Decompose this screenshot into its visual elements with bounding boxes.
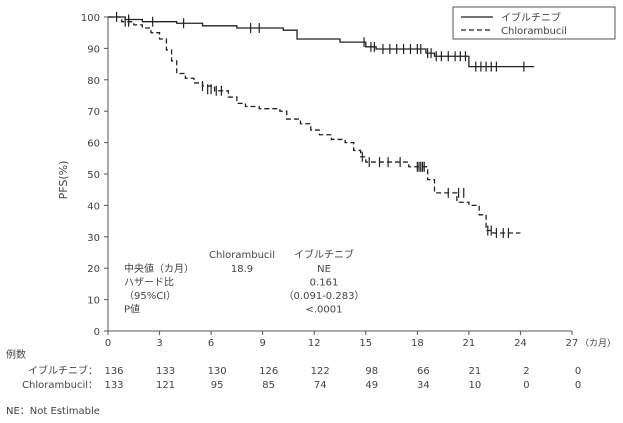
footnote: NE：Not Estimable <box>6 406 100 417</box>
risk-row-label: Chlorambucil： <box>22 380 98 391</box>
x-tick-label: 3 <box>156 338 162 349</box>
x-tick-label: 6 <box>208 338 214 349</box>
y-tick-label: 40 <box>87 201 100 212</box>
risk-value: 66 <box>417 366 430 377</box>
x-tick-label: 18 <box>411 338 424 349</box>
risk-value: 21 <box>469 366 482 377</box>
risk-value: 133 <box>156 366 175 377</box>
y-tick-label: 10 <box>87 296 100 307</box>
annotation-col-header: Chlorambucil <box>209 250 275 261</box>
y-tick-label: 90 <box>87 44 100 55</box>
risk-value: 122 <box>311 366 330 377</box>
annotation-row-label: ハザード比 <box>124 277 174 289</box>
x-tick-label: 12 <box>308 338 321 349</box>
y-tick-label: 60 <box>87 139 100 150</box>
y-tick-label: 80 <box>87 76 100 87</box>
risk-value: 85 <box>262 380 275 391</box>
y-axis-label: PFS(%) <box>57 161 70 200</box>
annotation-value: <.0001 <box>305 305 342 316</box>
x-tick-label: 27 <box>566 338 579 349</box>
legend-label: イブルチニブ <box>501 11 561 24</box>
legend: イブルチニブ Chlorambucil <box>453 7 615 39</box>
y-tick-label: 20 <box>87 264 100 275</box>
y-tick-label: 0 <box>94 327 100 338</box>
series-2-curve <box>108 17 520 233</box>
y-tick-label: 70 <box>87 107 100 118</box>
risk-value: 0 <box>575 380 581 391</box>
risk-value: 98 <box>365 366 378 377</box>
risk-value: 0 <box>575 366 581 377</box>
risk-value: 34 <box>417 380 430 391</box>
x-tick-label: 24 <box>514 338 527 349</box>
annotation-value: （0.091-0.283） <box>284 290 365 302</box>
annotation-row-label: （95%CI） <box>124 290 176 302</box>
risk-value: 121 <box>156 380 175 391</box>
risk-value: 10 <box>469 380 482 391</box>
risk-value: 126 <box>259 366 278 377</box>
x-tick-label: 15 <box>359 338 372 349</box>
x-axis-unit: （カ月） <box>580 338 616 349</box>
risk-value: 49 <box>365 380 378 391</box>
annotation-row-label: P値 <box>124 303 140 316</box>
risk-value: 2 <box>523 366 529 377</box>
x-tick-label: 9 <box>259 338 265 349</box>
annotation-value: 18.9 <box>231 264 253 275</box>
survival-curves <box>108 12 534 238</box>
legend-label: Chlorambucil <box>501 26 567 37</box>
annotation-row-label: 中央値（カ月） <box>124 262 194 275</box>
y-tick-label: 50 <box>87 170 100 181</box>
risk-row-label: イブルチニブ： <box>28 364 98 377</box>
risk-value: 130 <box>208 366 227 377</box>
risk-value: 95 <box>211 380 224 391</box>
risk-value: 133 <box>104 380 123 391</box>
risk-value: 136 <box>104 366 123 377</box>
y-tick-label: 30 <box>87 233 100 244</box>
annotation-col-header: イブルチニブ <box>294 248 354 261</box>
y-tick-label: 100 <box>81 13 100 24</box>
x-tick-label: 21 <box>463 338 476 349</box>
risk-table-title: 例数 <box>6 348 26 361</box>
annotation-value: NE <box>317 264 331 275</box>
x-tick-label: 0 <box>105 338 111 349</box>
risk-value: 0 <box>523 380 529 391</box>
annotation-value: 0.161 <box>310 278 339 289</box>
risk-value: 74 <box>314 380 327 391</box>
